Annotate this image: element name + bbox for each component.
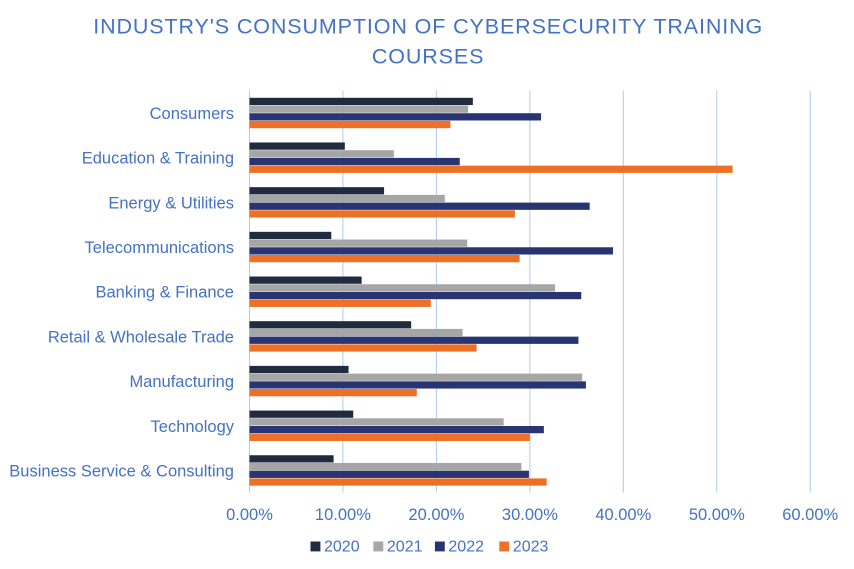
svg-text:Manufacturing: Manufacturing xyxy=(129,373,234,391)
svg-text:2023: 2023 xyxy=(513,539,549,556)
svg-text:60.00%: 60.00% xyxy=(782,506,838,524)
svg-text:40.00%: 40.00% xyxy=(595,506,651,524)
svg-text:INDUSTRY'S CONSUMPTION OF CYBE: INDUSTRY'S CONSUMPTION OF CYBERSECURITY … xyxy=(93,14,763,38)
svg-text:2021: 2021 xyxy=(387,539,423,556)
svg-text:50.00%: 50.00% xyxy=(689,506,745,524)
svg-text:Education & Training: Education & Training xyxy=(82,150,234,168)
svg-text:COURSES: COURSES xyxy=(372,45,484,69)
svg-text:Technology: Technology xyxy=(151,418,235,436)
svg-text:0.00%: 0.00% xyxy=(226,506,273,524)
svg-text:Consumers: Consumers xyxy=(150,105,234,123)
svg-text:Telecommunications: Telecommunications xyxy=(85,239,234,257)
svg-text:2022: 2022 xyxy=(448,539,484,556)
svg-text:2020: 2020 xyxy=(324,539,360,556)
svg-text:Retail & Wholesale Trade: Retail & Wholesale Trade xyxy=(48,328,234,346)
svg-text:Banking & Finance: Banking & Finance xyxy=(95,284,234,302)
svg-text:Business Service & Consulting: Business Service & Consulting xyxy=(9,462,234,480)
svg-text:30.00%: 30.00% xyxy=(502,506,558,524)
svg-text:Energy & Utilities: Energy & Utilities xyxy=(108,194,234,212)
svg-text:20.00%: 20.00% xyxy=(408,506,464,524)
svg-text:10.00%: 10.00% xyxy=(315,506,371,524)
